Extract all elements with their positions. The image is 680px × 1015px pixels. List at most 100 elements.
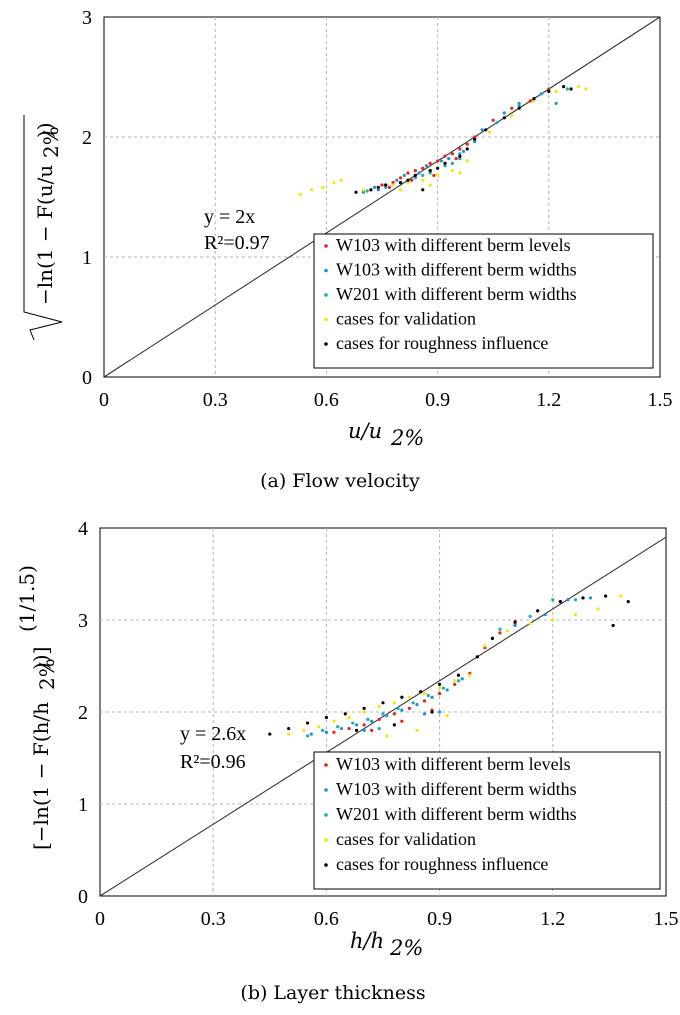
data-point xyxy=(351,721,355,725)
x-axis-label-a: u/u 2% xyxy=(348,419,424,450)
data-point xyxy=(517,106,521,110)
legend-marker xyxy=(324,293,328,297)
x-ticks-b: 0 0.3 0.6 0.9 1.2 1.5 xyxy=(95,908,679,930)
data-point xyxy=(287,726,291,731)
data-point xyxy=(510,113,514,117)
legend-entry: W103 with different berm widths xyxy=(336,779,577,799)
data-point xyxy=(438,682,442,687)
data-point xyxy=(439,159,443,163)
data-point xyxy=(332,181,336,185)
data-point xyxy=(458,152,462,156)
legend-marker xyxy=(324,244,328,248)
svg-text:2%: 2% xyxy=(35,658,59,690)
data-point xyxy=(551,598,555,602)
data-point xyxy=(456,679,461,683)
data-point xyxy=(528,622,532,626)
data-point xyxy=(400,719,404,723)
points-a xyxy=(298,85,588,197)
data-point xyxy=(458,171,462,175)
data-point xyxy=(362,706,366,710)
legend-entry: W103 with different berm levels xyxy=(336,754,571,774)
svg-text:2%: 2% xyxy=(389,936,423,960)
data-point xyxy=(324,730,328,734)
legend-entry: W201 with different berm widths xyxy=(336,804,577,824)
data-point xyxy=(547,87,551,91)
data-point xyxy=(460,677,464,681)
data-point xyxy=(354,728,359,733)
data-point xyxy=(450,152,455,156)
x-tick-label: 0.9 xyxy=(427,908,452,930)
data-point xyxy=(495,121,499,125)
data-point xyxy=(413,173,417,177)
points-b xyxy=(268,594,630,738)
data-point xyxy=(480,128,484,132)
data-point xyxy=(453,679,457,683)
fit-line-a xyxy=(103,16,661,378)
x-tick-label: 1.2 xyxy=(536,389,561,411)
data-point xyxy=(343,712,347,716)
y-tick-label: 4 xyxy=(78,518,88,540)
legend-marker xyxy=(324,342,328,346)
data-point xyxy=(513,623,517,628)
legend-entry: W103 with different berm levels xyxy=(336,235,571,255)
data-point xyxy=(475,655,479,659)
data-point xyxy=(461,149,466,153)
data-point xyxy=(385,734,389,738)
caption-a: (a) Flow velocity xyxy=(260,470,420,492)
y-ticks-a: 0 1 2 3 xyxy=(82,7,92,389)
data-point xyxy=(576,85,581,89)
data-point xyxy=(411,701,415,705)
legend-entry: W103 with different berm widths xyxy=(336,260,577,280)
data-point xyxy=(436,159,440,163)
x-tick-label: 0.3 xyxy=(203,389,228,411)
data-point xyxy=(465,142,469,146)
data-point xyxy=(365,189,369,193)
legend-marker xyxy=(324,863,328,867)
data-point xyxy=(372,185,377,189)
data-point xyxy=(505,629,510,633)
data-point xyxy=(447,157,451,161)
data-point xyxy=(428,161,432,165)
x-tick-label: 1.2 xyxy=(540,908,565,930)
data-point xyxy=(369,188,373,192)
x-axis-label-b: h/h 2% xyxy=(350,929,423,960)
data-point xyxy=(384,185,388,189)
data-point xyxy=(321,728,325,733)
data-point xyxy=(428,171,432,175)
data-point xyxy=(532,97,536,101)
svg-text:(1/1.5): (1/1.5) xyxy=(15,565,39,632)
y-tick-label: 0 xyxy=(82,367,92,389)
data-point xyxy=(398,188,403,192)
data-point xyxy=(381,712,385,716)
legend-marker xyxy=(324,838,328,842)
data-point xyxy=(309,188,314,192)
data-point xyxy=(468,673,472,677)
data-point xyxy=(596,607,600,611)
data-point xyxy=(554,101,558,105)
y-ticks-b: 0 1 2 3 4 xyxy=(78,518,88,908)
data-point xyxy=(287,732,291,736)
data-point xyxy=(354,190,358,194)
data-point xyxy=(347,726,351,731)
data-point xyxy=(385,714,389,718)
data-point xyxy=(532,99,536,103)
plot-frame-a xyxy=(103,16,661,378)
data-point xyxy=(377,717,381,721)
data-point xyxy=(422,712,427,716)
data-point xyxy=(362,710,366,714)
data-point xyxy=(604,594,608,598)
data-point xyxy=(438,686,442,690)
x-tick-label: 0.6 xyxy=(314,908,339,930)
data-point xyxy=(415,703,419,707)
data-point xyxy=(426,693,430,698)
data-point xyxy=(453,682,457,687)
data-point xyxy=(387,185,392,189)
data-point xyxy=(362,728,366,733)
data-point xyxy=(443,161,447,165)
x-tick-label: 0.6 xyxy=(314,389,339,411)
data-point xyxy=(406,171,410,175)
legend-entry: W201 with different berm widths xyxy=(336,284,577,304)
r2-label-a: R²=0.97 xyxy=(204,232,270,254)
x-tick-label: 0.9 xyxy=(425,389,450,411)
